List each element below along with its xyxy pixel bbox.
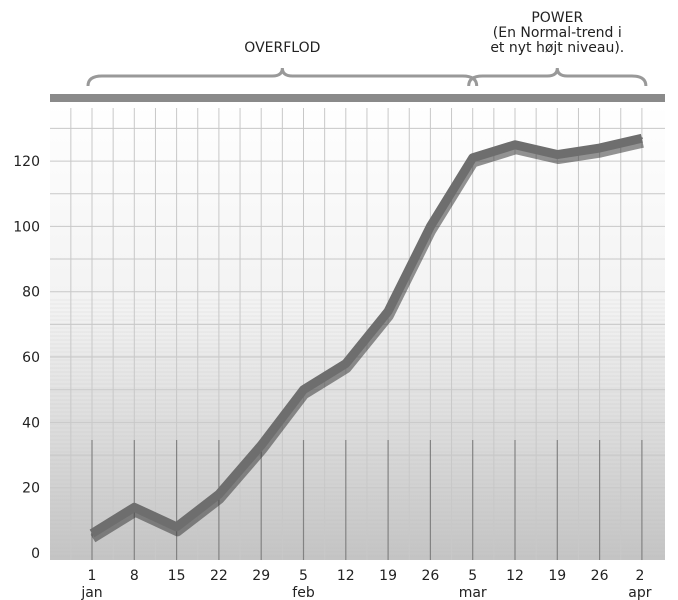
- series-point: [640, 137, 643, 140]
- x-tick-month-label: feb: [292, 585, 315, 600]
- x-tick-label: 8: [130, 568, 139, 584]
- x-tick-month-label: apr: [628, 585, 651, 600]
- x-tick-label: 2: [635, 568, 644, 584]
- y-tick-label: 0: [31, 546, 40, 562]
- x-tick-month-label: jan: [80, 585, 102, 600]
- annotation-label: POWER: [531, 10, 583, 26]
- series-line: [89, 133, 643, 538]
- x-tick-month-label: mar: [459, 585, 487, 600]
- x-tick-label: 12: [506, 568, 524, 584]
- x-tick-label: 19: [548, 568, 566, 584]
- x-tick-label: 26: [421, 568, 439, 584]
- y-tick-label: 20: [22, 481, 40, 497]
- plot-background: [50, 104, 665, 560]
- x-tick-label: 5: [299, 568, 308, 584]
- x-tick-label: 29: [252, 568, 270, 584]
- y-tick-label: 80: [22, 285, 40, 301]
- annotation-label: (En Normal-trend i: [493, 25, 622, 41]
- series-point: [91, 532, 93, 535]
- x-tick-label: 22: [210, 568, 228, 584]
- series-point: [217, 493, 220, 496]
- top-divider-bar: [50, 94, 665, 102]
- background-hatch: [50, 299, 665, 557]
- annotation-label: et nyt højt niveau).: [490, 40, 624, 56]
- series-layer: [89, 133, 644, 543]
- x-tick-label: 26: [591, 568, 609, 584]
- x-tick-label: 12: [337, 568, 355, 584]
- series-point: [556, 153, 559, 156]
- series-point: [175, 525, 178, 528]
- annotation-brace: [467, 67, 648, 87]
- y-tick-label: 40: [22, 415, 40, 431]
- series-point: [260, 444, 263, 447]
- series-point: [598, 147, 601, 150]
- annotation-brace: [86, 67, 479, 87]
- x-tick-label: 5: [468, 568, 477, 584]
- series-point: [133, 506, 136, 509]
- series-point: [514, 143, 516, 146]
- series-point: [387, 310, 390, 313]
- x-tick-label: 15: [168, 568, 186, 584]
- annotation-brackets: OVERFLOD POWER(En Normal-trend iet nyt hø…: [86, 10, 648, 87]
- y-tick-label: 120: [13, 154, 40, 170]
- series-point: [302, 388, 305, 391]
- series-point: [471, 156, 474, 159]
- series-point: [429, 225, 432, 228]
- y-axis-ticks: 0 20 40 60 80 100 120: [13, 154, 40, 562]
- annotation-label: OVERFLOD: [244, 40, 320, 56]
- y-tick-label: 60: [22, 350, 40, 366]
- series-point: [344, 362, 347, 365]
- x-tick-label: 19: [379, 568, 397, 584]
- x-tick-label: 1: [88, 568, 97, 584]
- y-tick-label: 100: [13, 219, 40, 235]
